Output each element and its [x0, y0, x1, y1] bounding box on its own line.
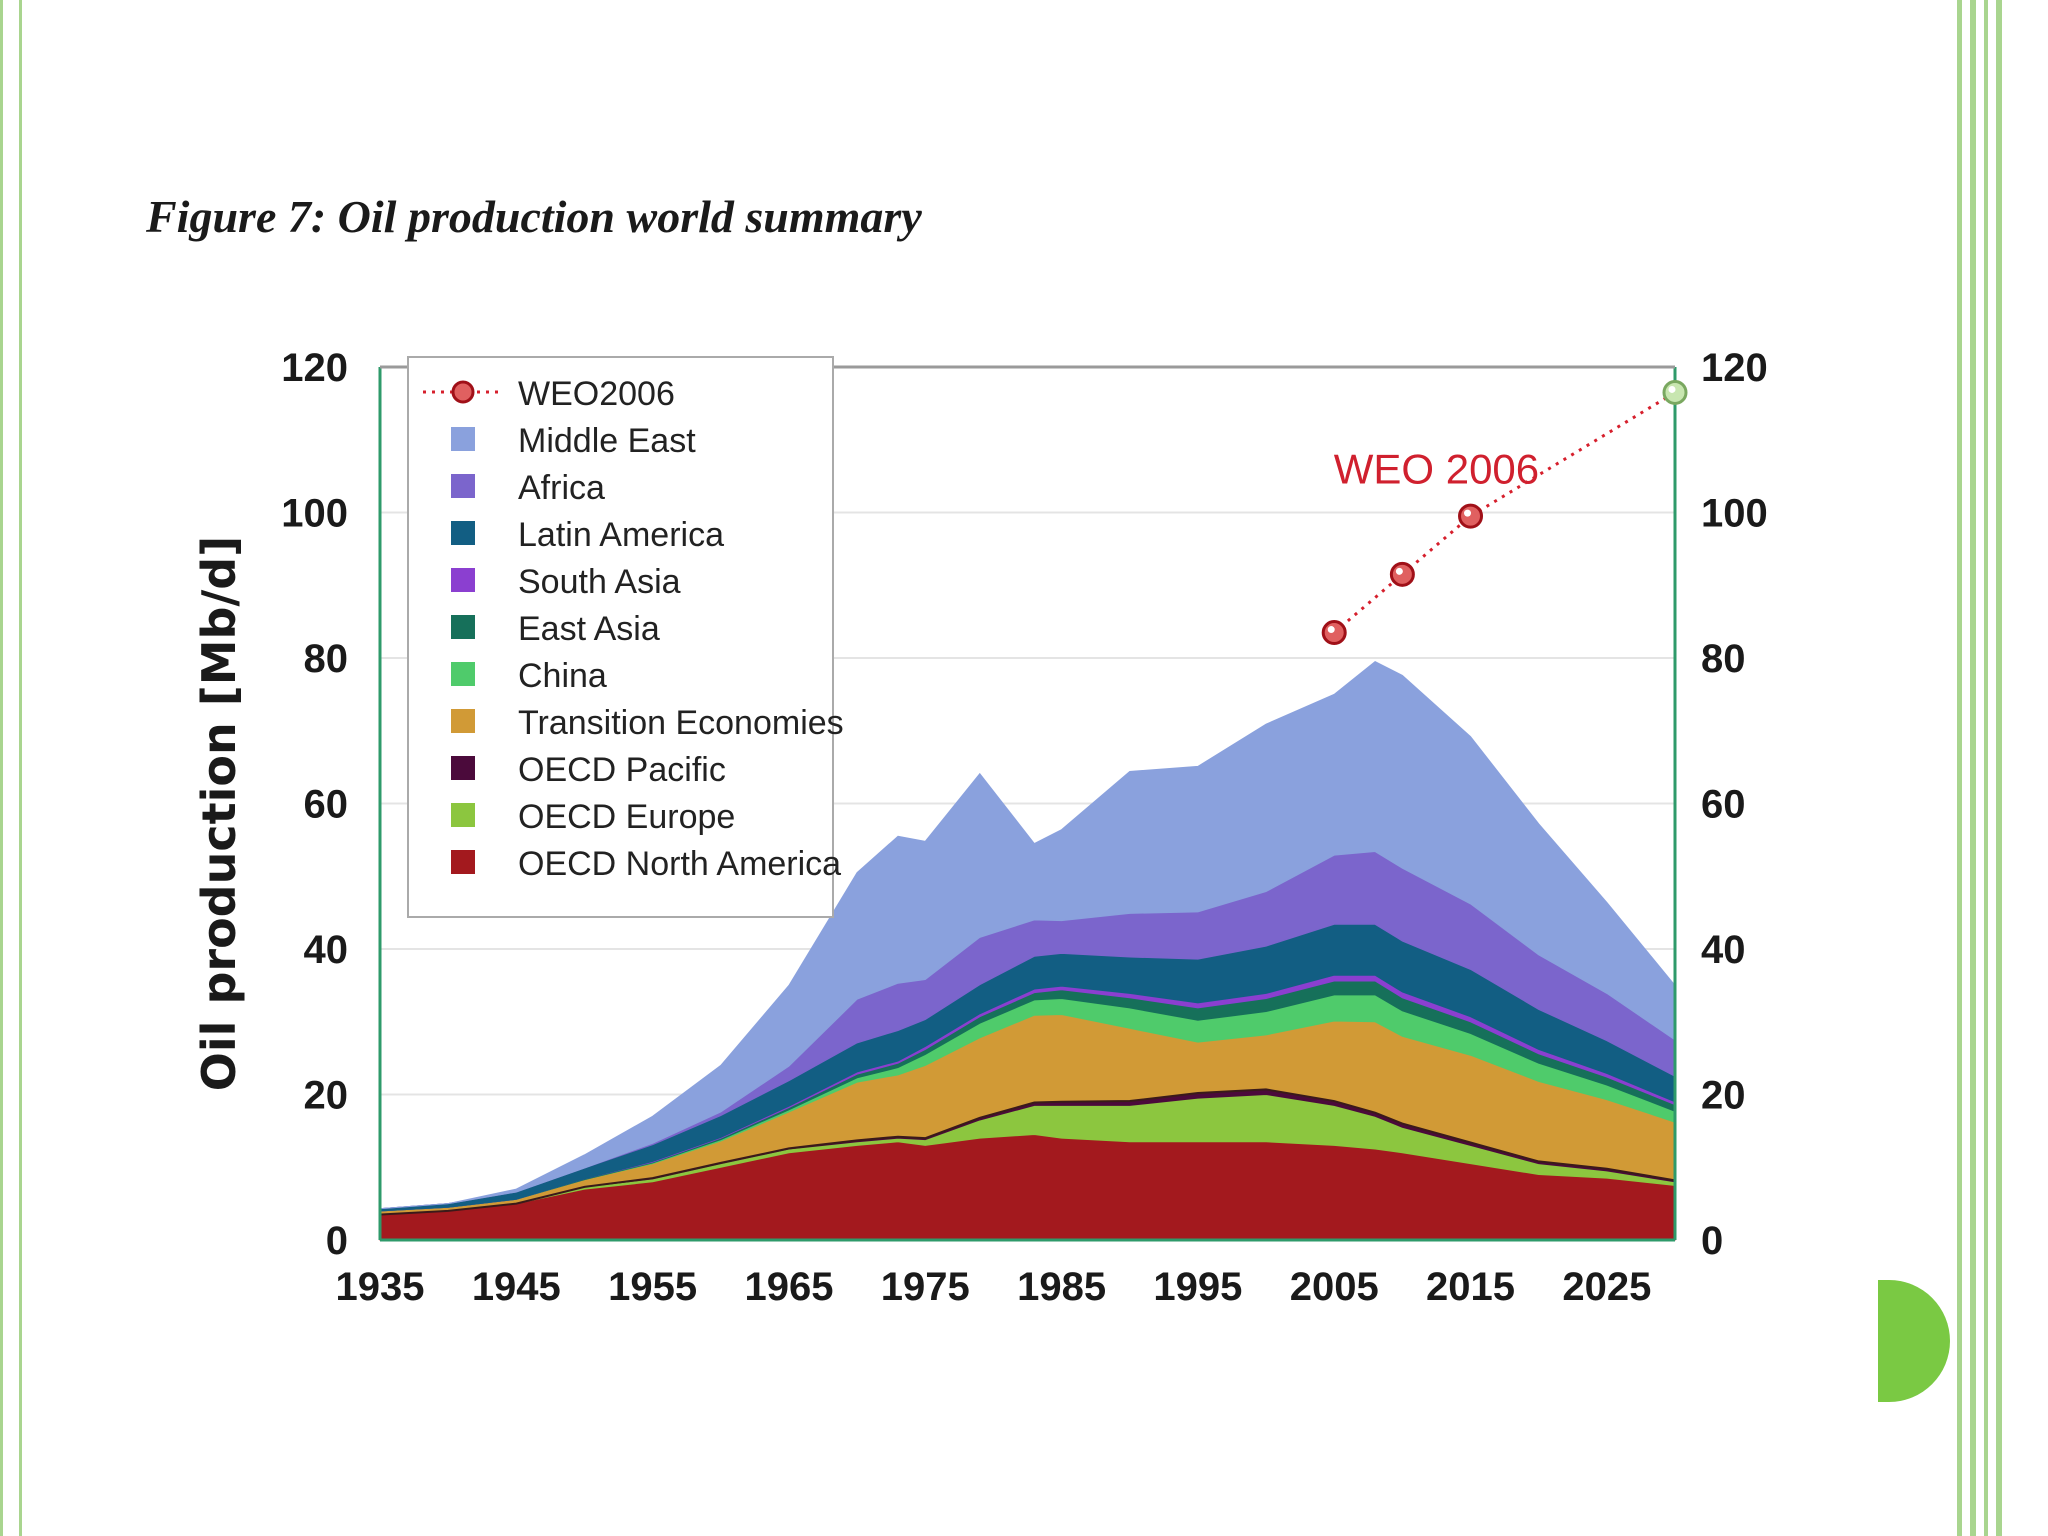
legend-label: Latin America [518, 516, 724, 554]
weo-point [1389, 561, 1415, 587]
y-tick-label-right: 20 [1701, 1074, 1746, 1118]
x-tick-label: 1955 [608, 1265, 697, 1309]
x-tick-label: 2005 [1290, 1265, 1379, 1309]
y-tick-label-right: 80 [1701, 637, 1746, 681]
y-tick-label-left: 120 [281, 346, 348, 390]
border-stripe [1996, 0, 2002, 1536]
chart-container: 0 0 20 20 40 40 60 60 80 80 100 100 120 120 1935 1945 19… [160, 320, 1800, 1340]
y-tick-label-left: 60 [304, 783, 349, 827]
x-tick-label: 1995 [1153, 1265, 1242, 1309]
legend-swatch [451, 662, 475, 686]
y-tick-label-left: 40 [304, 928, 349, 972]
legend-label: OECD North America [518, 845, 841, 883]
legend-swatch [451, 427, 475, 451]
y-tick-label-left: 20 [304, 1074, 349, 1118]
x-tick-label: 1945 [472, 1265, 561, 1309]
weo-point-highlight [1327, 626, 1335, 634]
weo-point-highlight [1395, 567, 1403, 575]
legend-label: South Asia [518, 563, 681, 601]
x-tick-label: 1965 [744, 1265, 833, 1309]
x-tick-label: 1935 [336, 1265, 425, 1309]
y-axis-label: Oil production [Mb/d] [192, 536, 246, 1091]
weo-point [1458, 503, 1484, 529]
legend-label: East Asia [518, 610, 660, 648]
legend-swatch [451, 803, 475, 827]
legend-swatch [451, 615, 475, 639]
slide-left-border [0, 0, 22, 1536]
weo-point [1662, 379, 1688, 405]
legend-label: Transition Economies [518, 704, 844, 742]
legend-label: Africa [518, 469, 605, 507]
legend-label: OECD Pacific [518, 751, 726, 789]
legend-swatch [451, 568, 475, 592]
area-boundary-line [379, 1088, 1676, 1216]
y-tick-label-left: 100 [281, 492, 348, 536]
x-tick-label: 2015 [1426, 1265, 1515, 1309]
weo-annotation: WEO 2006 [1334, 445, 1539, 492]
oil-production-chart: 0 0 20 20 40 40 60 60 80 80 100 100 120 120 1935 1945 19… [192, 346, 1768, 1309]
x-tick-label: 1975 [881, 1265, 970, 1309]
figure-title: Figure 7: Oil production world summary [146, 191, 922, 242]
y-tick-label-right: 100 [1701, 492, 1768, 536]
weo-point-highlight [1668, 385, 1676, 393]
legend-weo-marker [451, 380, 475, 404]
border-stripe [1970, 0, 1976, 1536]
legend-label: China [518, 657, 607, 695]
legend-swatch [451, 850, 475, 874]
legend-swatch [451, 521, 475, 545]
legend-box [407, 356, 834, 918]
y-tick-label-right: 40 [1701, 928, 1746, 972]
x-tick-label: 2025 [1562, 1265, 1651, 1309]
legend-label: OECD Europe [518, 798, 735, 836]
y-tick-label-right: 0 [1701, 1219, 1723, 1263]
legend-swatch [451, 474, 475, 498]
x-tick-label: 1985 [1017, 1265, 1106, 1309]
y-tick-label-left: 80 [304, 637, 349, 681]
slide-decoration-half-circle [1878, 1280, 1950, 1402]
y-tick-label-right: 120 [1701, 346, 1768, 390]
border-stripe [1984, 0, 1988, 1536]
legend-swatch [451, 756, 475, 780]
legend-label: Middle East [518, 422, 696, 460]
y-tick-label-left: 0 [326, 1219, 348, 1263]
slide-right-border [1957, 0, 2048, 1536]
legend-swatch [451, 709, 475, 733]
y-tick-label-right: 60 [1701, 783, 1746, 827]
weo-point-highlight [1464, 509, 1472, 517]
legend-label: WEO2006 [518, 375, 675, 413]
weo-series-line [1333, 391, 1676, 634]
weo-point [1321, 620, 1347, 646]
